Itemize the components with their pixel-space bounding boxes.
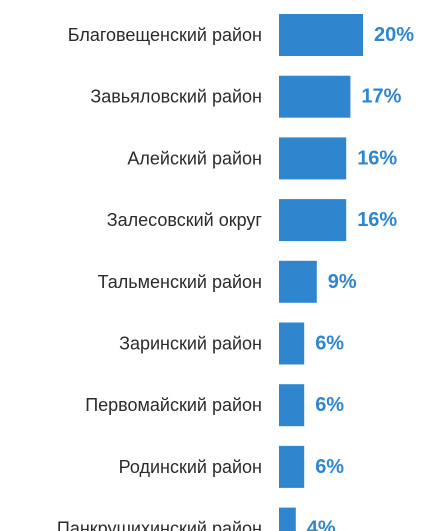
category-label: Благовещенский район bbox=[68, 25, 262, 45]
value-label: 6% bbox=[315, 333, 344, 355]
value-label: 4% bbox=[307, 518, 336, 531]
category-label: Алейский район bbox=[127, 148, 262, 168]
value-label: 6% bbox=[315, 394, 344, 416]
value-label: 17% bbox=[361, 86, 401, 108]
category-label: Залесовский округ bbox=[107, 210, 263, 230]
value-label: 9% bbox=[328, 271, 357, 293]
category-label: Первомайский район bbox=[85, 395, 262, 415]
category-labels: Благовещенский район Завьяловский район Ал… bbox=[57, 25, 263, 531]
bar bbox=[279, 384, 305, 427]
category-label: Заринский район bbox=[119, 334, 262, 354]
value-labels: 20% 17% 16% 16% 9% 6% 6% 6% 4% bbox=[307, 24, 414, 531]
bar bbox=[279, 322, 305, 365]
category-label: Родинский район bbox=[119, 457, 262, 477]
value-label: 16% bbox=[357, 209, 397, 231]
bar bbox=[279, 260, 317, 303]
bar bbox=[279, 14, 363, 56]
value-label: 6% bbox=[315, 456, 344, 478]
value-label: 20% bbox=[374, 24, 414, 46]
value-label: 16% bbox=[357, 147, 397, 169]
category-label: Завьяловский район bbox=[90, 87, 262, 107]
bar bbox=[279, 199, 347, 242]
category-label: Тальменский район bbox=[98, 272, 262, 292]
bars bbox=[279, 14, 363, 531]
bar bbox=[279, 75, 351, 118]
category-label: Панкрушихинский район bbox=[57, 519, 262, 531]
bar bbox=[279, 445, 305, 488]
bar bbox=[279, 137, 347, 180]
bar bbox=[279, 507, 296, 531]
